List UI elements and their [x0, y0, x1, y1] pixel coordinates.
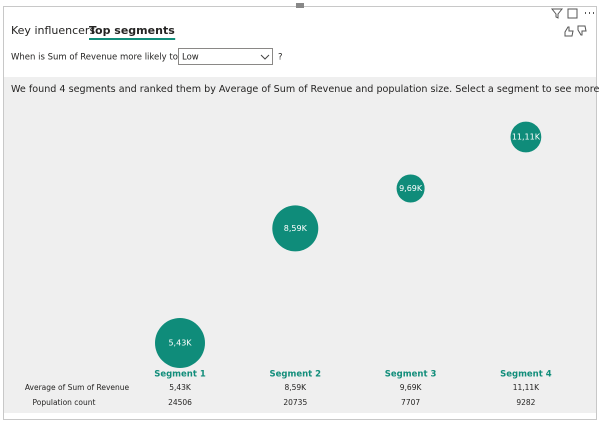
- segment-name[interactable]: Segment 2: [270, 370, 322, 380]
- help[interactable]: ?: [278, 53, 283, 63]
- segment-name[interactable]: Segment 4: [500, 370, 552, 380]
- drag-handle[interactable]: [296, 3, 304, 8]
- dropdown[interactable]: [178, 48, 273, 65]
- average-value: 9,69K: [400, 383, 423, 392]
- average-value: 5,43K: [169, 383, 192, 392]
- thumbs-down[interactable]: [577, 25, 587, 36]
- active-tab-underline: [89, 38, 176, 40]
- bubble-label: 5,43K: [168, 339, 192, 348]
- segment-name[interactable]: Segment 3: [385, 370, 437, 380]
- bubble-label: 8,59K: [284, 224, 308, 233]
- population-value: 9282: [516, 398, 535, 407]
- row-label: Population count: [33, 398, 96, 407]
- dropdown-value: Low: [182, 53, 199, 63]
- segment-bubble[interactable]: [155, 318, 205, 368]
- filter-icon[interactable]: [550, 8, 564, 19]
- row-label: Average of Sum of Revenue: [25, 383, 130, 392]
- average-value: 11,11K: [513, 383, 540, 392]
- tab[interactable]: Key influencers: [11, 24, 95, 37]
- segment-bubble[interactable]: [510, 121, 542, 153]
- segment-bubble[interactable]: [272, 205, 319, 252]
- description: We found 4 segments and ranked them by A…: [11, 84, 600, 95]
- population-value: 7707: [401, 398, 420, 407]
- average-value: 8,59K: [284, 383, 307, 392]
- tab[interactable]: Top segments: [89, 24, 175, 37]
- thumbs-up[interactable]: [564, 26, 574, 37]
- bubble-label: 9,69K: [399, 184, 423, 193]
- bubble-label: 11,11K: [512, 133, 541, 142]
- header-icons: [550, 8, 594, 37]
- segment-bubble[interactable]: [396, 174, 425, 203]
- population-value: 20735: [283, 398, 307, 407]
- segment-name[interactable]: Segment 1: [154, 370, 206, 380]
- question-label: When is Sum of Revenue more likely to be: [11, 53, 191, 63]
- population-value: 24506: [168, 398, 192, 407]
- focus-icon[interactable]: [567, 8, 578, 19]
- dropdown-chevron: [260, 54, 270, 60]
